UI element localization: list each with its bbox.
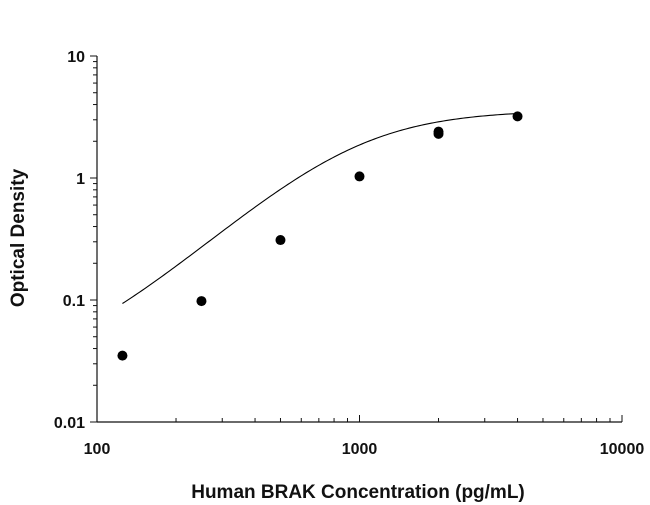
y-tick-label: 10 <box>67 49 85 66</box>
axis-ticks <box>90 56 622 422</box>
data-point <box>117 351 127 361</box>
y-tick-label: 0.01 <box>54 415 85 432</box>
tick-labels: 0.01 0.1 1 10 100 1000 10000 <box>54 49 644 458</box>
data-point <box>434 127 444 137</box>
data-point <box>196 296 206 306</box>
data-point <box>275 235 285 245</box>
x-tick-label: 10000 <box>600 441 645 458</box>
x-tick-label: 1000 <box>342 441 378 458</box>
data-points <box>117 111 522 360</box>
y-tick-label: 1 <box>76 171 85 188</box>
y-axis-title: Optical Density <box>8 168 29 307</box>
data-point <box>513 111 523 121</box>
x-tick-label: 100 <box>84 441 111 458</box>
fit-curve <box>122 113 517 303</box>
x-axis-title: Human BRAK Concentration (pg/mL) <box>191 482 525 503</box>
y-tick-label: 0.1 <box>63 293 85 310</box>
data-point <box>355 171 365 181</box>
